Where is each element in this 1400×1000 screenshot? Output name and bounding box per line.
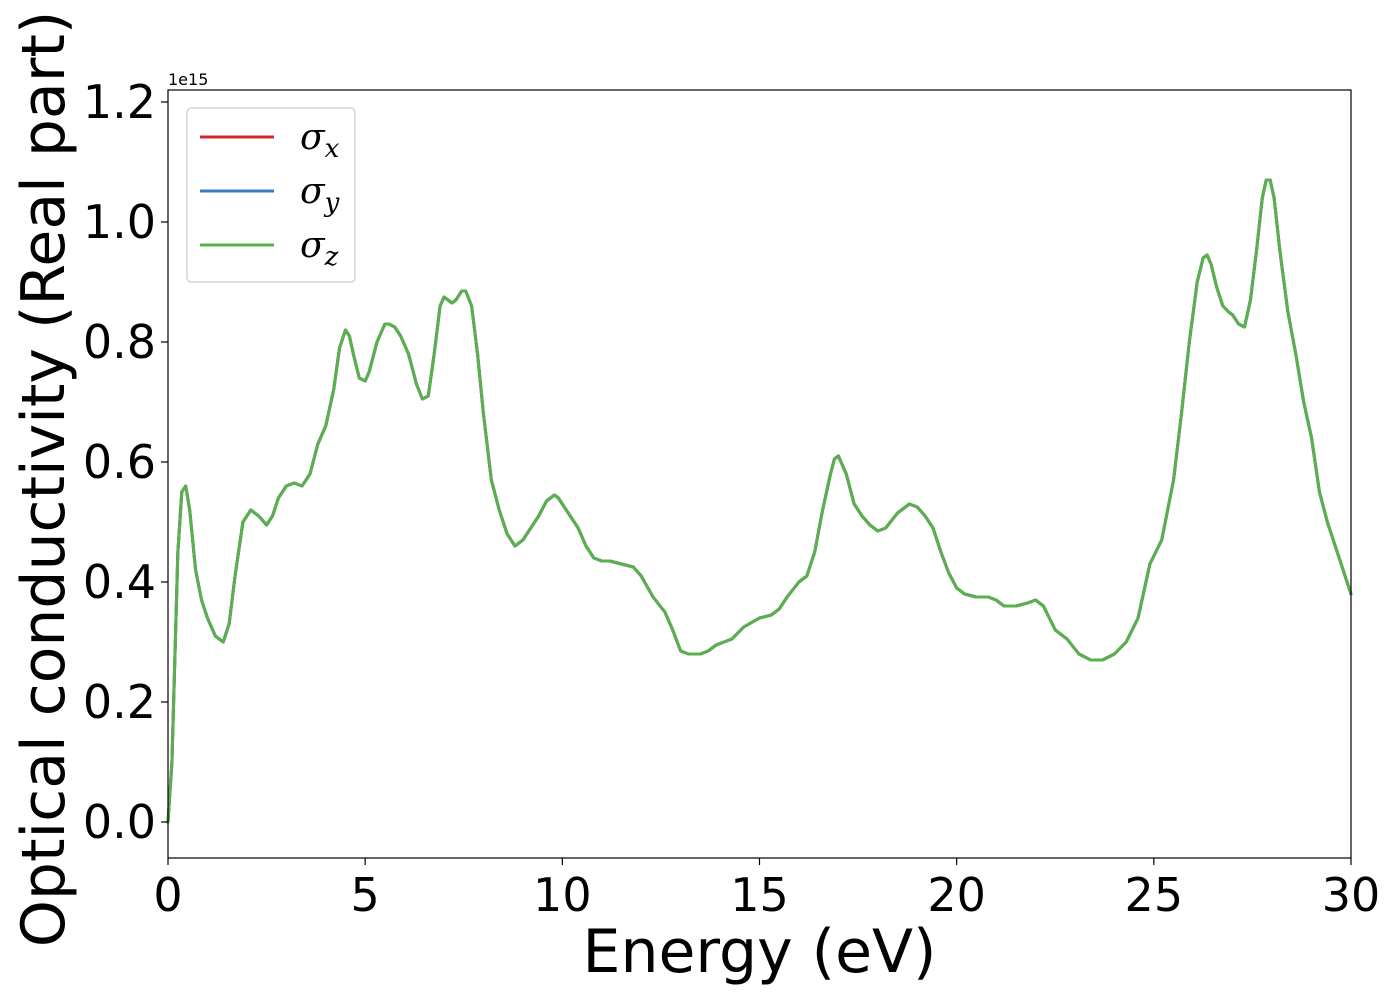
y-tick-label: 0.6	[83, 435, 156, 489]
y-axis-ticks: 0.0 0.2 0.4 0.6 0.8 1.0 1.2	[83, 75, 168, 849]
y-tick-label: 0.8	[83, 315, 156, 369]
x-tick-label: 15	[730, 868, 789, 922]
series-line-z	[166, 178, 1353, 824]
y-tick-label: 0.0	[83, 795, 156, 849]
legend-label-base: σ	[300, 117, 326, 158]
plot-lines	[166, 178, 1353, 824]
x-tick-label: 20	[927, 868, 986, 922]
x-tick-label: 30	[1322, 868, 1381, 922]
y-tick-label: 1.2	[83, 75, 156, 129]
x-tick-label: 10	[533, 868, 592, 922]
legend-label-z: σz	[300, 225, 339, 272]
x-axis-ticks: 0 5 10 15 20 25 30	[153, 858, 1380, 922]
legend-label-subscript: y	[324, 188, 340, 218]
legend-entry-x: σx	[200, 117, 340, 164]
y-axis-label: Optical conductivity (Real part)	[9, 11, 79, 948]
y-tick-label: 0.2	[83, 675, 156, 729]
legend-label-base: σ	[300, 171, 326, 212]
legend-label-subscript: z	[324, 242, 339, 272]
y-tick-label: 0.4	[83, 555, 156, 609]
y-tick-label: 1.0	[83, 195, 156, 249]
legend-entry-z: σz	[200, 225, 339, 272]
legend-label-y: σy	[300, 171, 340, 218]
legend-frame	[186, 107, 356, 283]
legend-label-base: σ	[300, 225, 326, 266]
y-axis-offset-label: 1e15	[168, 70, 208, 89]
legend-label-x: σx	[300, 117, 340, 164]
x-tick-label: 25	[1125, 868, 1184, 922]
x-axis-label: Energy (eV)	[583, 917, 937, 987]
x-tick-label: 0	[153, 868, 182, 922]
legend-entry-y: σy	[200, 171, 340, 218]
x-tick-label: 5	[351, 868, 380, 922]
legend-label-subscript: x	[325, 134, 340, 164]
